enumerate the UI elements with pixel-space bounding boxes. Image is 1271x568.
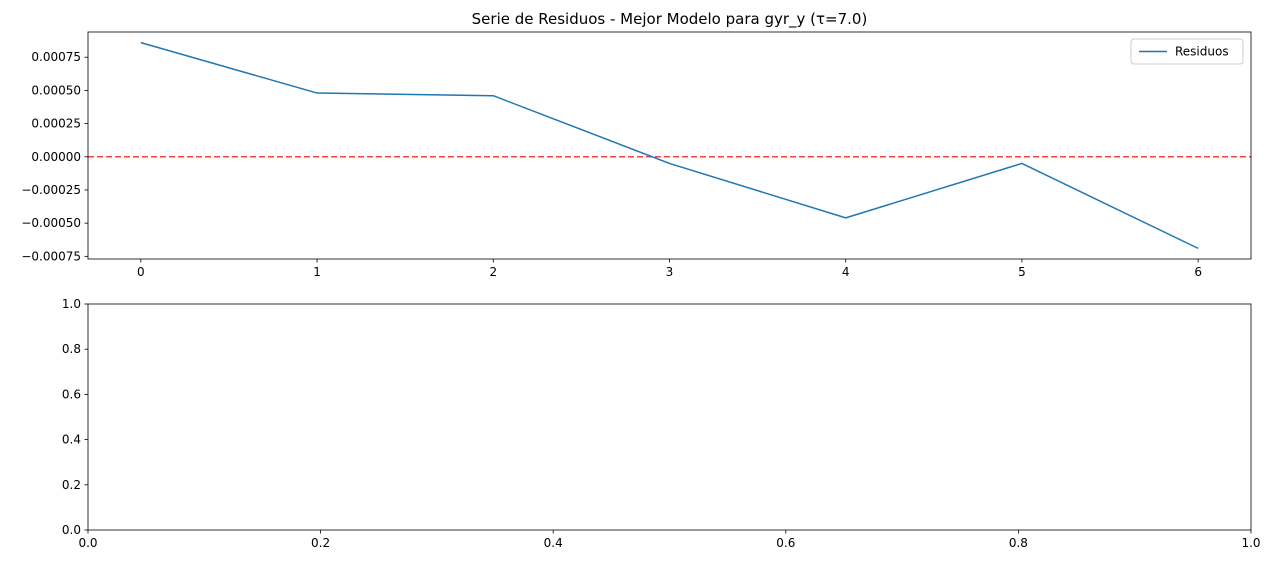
residuals-chart-title: Serie de Residuos - Mejor Modelo para gy… — [472, 10, 868, 29]
axes-frame — [88, 304, 1251, 530]
y-tick-label: 0.2 — [62, 478, 81, 492]
x-tick-label: 0.4 — [544, 536, 563, 550]
empty-axes: 0.0 0.2 0.4 0.6 0.8 1.0 0.0 0.2 0.4 0.6 0.8 1.0 — [62, 297, 1261, 550]
y-tick-label: 0.4 — [62, 433, 81, 447]
residuals-axes: Serie de Residuos - Mejor Modelo para gy… — [21, 10, 1251, 279]
y-tick-label: −0.00050 — [21, 216, 81, 230]
x-tick-label: 0 — [137, 265, 145, 279]
y-tick-label: 0.00025 — [31, 117, 81, 131]
x-tick-label: 1.0 — [1241, 536, 1260, 550]
x-tick-label: 3 — [666, 265, 674, 279]
x-tick-label: 5 — [1018, 265, 1026, 279]
y-tick-label: 0.6 — [62, 387, 81, 401]
axes-frame — [88, 32, 1251, 259]
y-tick-label: 0.8 — [62, 342, 81, 356]
x-tick-label: 2 — [489, 265, 497, 279]
y-tick-label: −0.00025 — [21, 183, 81, 197]
y-tick-label: 0.00000 — [31, 150, 81, 164]
y-tick-label: −0.00075 — [21, 249, 81, 263]
x-tick-label: 0.8 — [1009, 536, 1028, 550]
x-tick-label: 0.6 — [776, 536, 795, 550]
x-tick-label: 4 — [842, 265, 850, 279]
x-tick-label: 0.2 — [311, 536, 330, 550]
y-tick-label: 0.00050 — [31, 83, 81, 97]
y-tick-label: 0.0 — [62, 523, 81, 537]
x-tick-label: 1 — [313, 265, 321, 279]
legend-label: Residuos — [1175, 45, 1229, 59]
x-tick-label: 6 — [1194, 265, 1202, 279]
x-tick-label: 0.0 — [78, 536, 97, 550]
series-line-0 — [141, 43, 1198, 249]
y-tick-label: 1.0 — [62, 297, 81, 311]
y-tick-label: 0.00075 — [31, 50, 81, 64]
legend: Residuos — [1131, 39, 1243, 64]
